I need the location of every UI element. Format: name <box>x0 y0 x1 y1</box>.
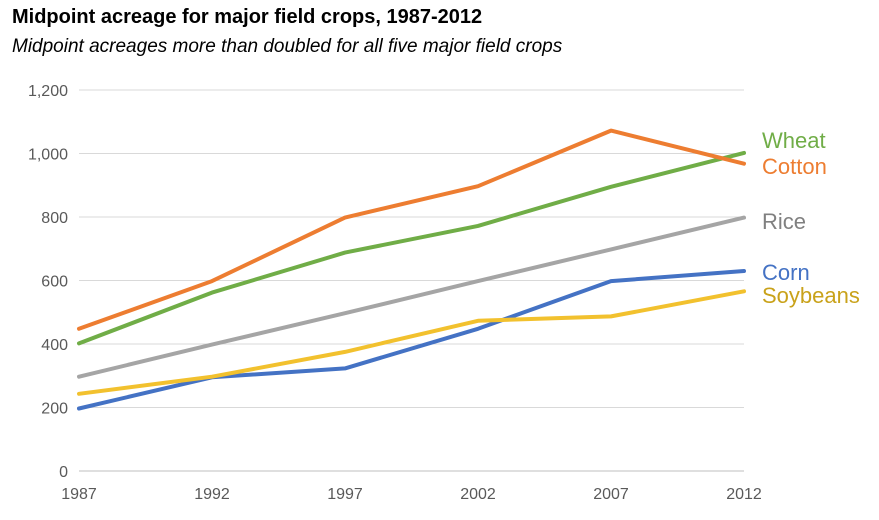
series-label-cotton: Cotton <box>762 154 827 179</box>
series-line-rice <box>79 218 744 377</box>
y-tick-label: 400 <box>41 337 68 354</box>
series-label-soybeans: Soybeans <box>762 283 860 308</box>
y-tick-label: 0 <box>59 464 68 481</box>
x-tick-label: 2002 <box>460 486 496 503</box>
x-tick-label: 2007 <box>593 486 629 503</box>
y-tick-label: 800 <box>41 210 68 227</box>
series-label-corn: Corn <box>762 260 810 285</box>
x-tick-label: 2012 <box>726 486 762 503</box>
series-label-wheat: Wheat <box>762 128 826 153</box>
y-axis-ticks: 0 200 400 600 800 1,000 1,200 <box>28 83 68 481</box>
y-tick-label: 1,200 <box>28 83 68 100</box>
series-label-rice: Rice <box>762 209 806 234</box>
x-tick-label: 1987 <box>61 486 97 503</box>
y-tick-label: 600 <box>41 274 68 291</box>
x-tick-label: 1992 <box>194 486 230 503</box>
x-axis-ticks: 1987 1992 1997 2002 2007 2012 <box>61 486 762 503</box>
series-line-wheat <box>79 153 744 344</box>
y-tick-label: 200 <box>41 401 68 418</box>
series-lines <box>79 131 744 409</box>
y-tick-label: 1,000 <box>28 147 68 164</box>
x-tick-label: 1997 <box>327 486 363 503</box>
